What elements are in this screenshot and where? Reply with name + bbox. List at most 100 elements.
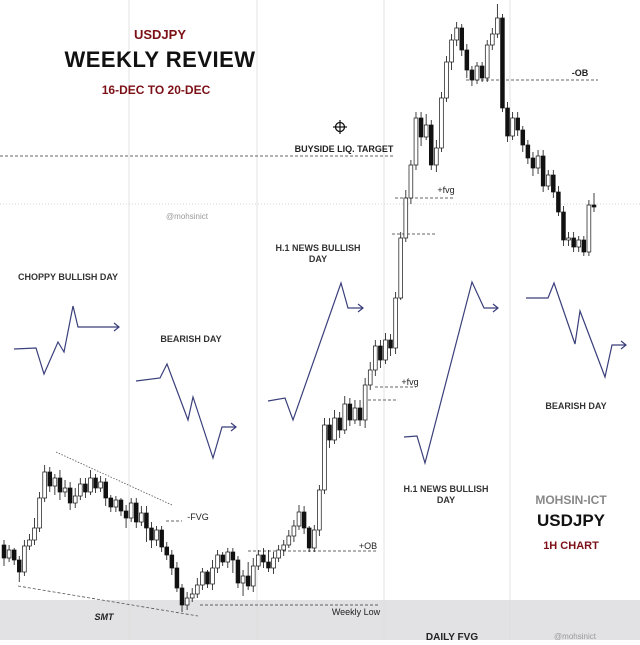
candle-51 [261,548,266,568]
candle-25 [128,498,134,522]
smt-label: SMT [94,612,114,622]
candle-102 [520,126,526,152]
candle-114 [581,236,587,256]
day-label-news-bullish-2: H.1 NEWS BULLISH DAY [403,484,489,505]
candle-115 [586,200,592,256]
candle-48 [245,562,251,590]
neg-fvg-label: -FVG [187,512,209,522]
candle-35 [179,584,185,612]
sketch-news-bullish-2 [403,280,499,466]
candle-76 [388,334,393,356]
candle-95 [484,40,490,82]
candle-107 [545,170,551,190]
candle-52 [266,550,271,572]
candle-65 [332,410,337,444]
candle-2 [11,548,17,565]
candle-20 [103,478,108,506]
candle-84 [428,120,434,170]
candle-21 [108,495,114,512]
candle-12 [62,480,68,497]
candle-108 [551,170,556,198]
candle-16 [83,478,88,498]
candle-42 [215,550,220,573]
candle-85 [434,140,439,172]
candle-62 [317,485,322,536]
candle-66 [337,412,342,438]
smt-line-bottom [17,585,199,617]
day-separators [128,0,511,640]
candle-73 [373,340,378,376]
candle-103 [525,140,531,164]
candle-53 [271,552,276,574]
candle-39 [200,568,205,590]
candle-92 [469,66,475,86]
day-label-bearish-1: BEARISH DAY [160,334,222,344]
candle-59 [301,506,307,534]
candle-72 [367,362,373,390]
candle-26 [133,498,139,528]
candle-58 [296,505,302,530]
candle-45 [230,548,236,573]
watermark-bottom: @mohsinict [554,632,596,641]
sketch-bearish-2 [526,281,627,380]
candle-99 [505,102,510,142]
candle-32 [164,542,170,560]
candle-7 [37,492,42,532]
price-levels [0,79,598,617]
brand-symbol: USDJPY [536,511,606,530]
sketch-choppy-bullish [13,305,120,376]
candle-1 [6,545,12,562]
fvg-lower-label: +fvg [401,377,419,387]
candle-106 [540,150,546,192]
candle-69 [352,400,358,424]
candle-31 [159,526,164,552]
candle-37 [189,588,195,602]
candle-24 [123,505,129,528]
candle-61 [312,525,317,552]
candle-75 [383,333,388,364]
candle-23 [118,498,124,516]
candle-63 [322,418,327,494]
candle-64 [327,418,332,448]
sketch-bearish-1 [135,362,237,461]
candle-104 [530,152,536,176]
candle-98 [500,14,505,112]
candle-28 [144,506,149,542]
candle-81 [413,112,419,170]
candle-54 [276,545,281,562]
candle-101 [515,112,520,136]
candle-78 [398,232,403,300]
candle-38 [195,578,200,598]
watermark-top: @mohsinict [166,212,208,221]
buyside-liquidity-label: BUYSIDE LIQ. TARGET [294,144,394,154]
candle-79 [403,190,409,242]
candle-91 [464,44,470,78]
candle-33 [169,550,175,575]
candle-86 [439,92,444,152]
smt-line-top [55,451,173,506]
candle-80 [408,160,414,204]
candle-6 [32,518,37,545]
candle-67 [342,396,348,434]
candle-3 [17,556,22,582]
candle-43 [220,552,225,566]
candle-83 [423,114,429,140]
brand-timeframe: 1H CHART [543,540,599,552]
header-title: WEEKLY REVIEW [64,47,256,72]
candle-71 [362,378,368,428]
sketch-news-bullish-1 [267,281,364,422]
candle-87 [444,56,449,102]
candle-74 [378,340,383,368]
candle-5 [27,534,32,550]
candle-89 [454,22,459,46]
candles [1,4,597,612]
candle-18 [93,474,98,493]
day-label-bearish-2: BEARISH DAY [545,401,607,411]
candle-50 [256,550,261,570]
daily-fvg-label: DAILY FVG [425,632,479,643]
candle-60 [306,526,312,552]
candle-9 [47,467,53,492]
candle-116 [591,193,597,212]
